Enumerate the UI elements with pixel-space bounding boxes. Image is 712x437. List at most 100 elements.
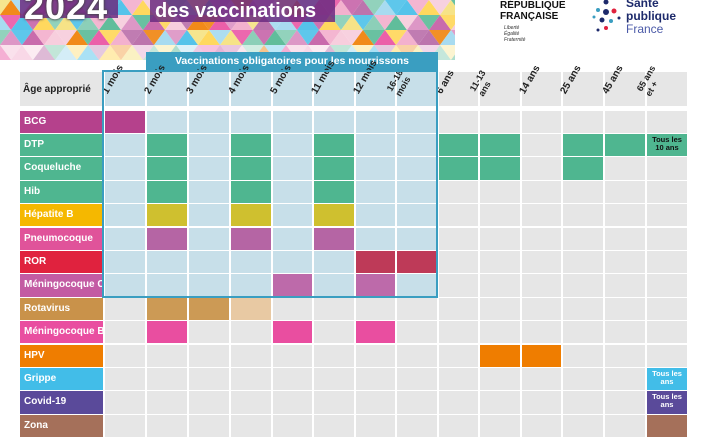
dose-cell: [231, 133, 271, 157]
dose-cell: [356, 250, 395, 274]
empty-cell: [147, 250, 187, 274]
dose-cell: [605, 133, 645, 157]
dose-cell: [563, 133, 603, 157]
empty-cell: [522, 110, 561, 133]
empty-cell: [647, 297, 687, 321]
header-banner: 2024 des vaccinations: [0, 0, 455, 62]
dose-cell: [522, 344, 561, 367]
empty-cell: [647, 180, 687, 204]
empty-cell: [273, 110, 312, 133]
rf-motto-3: Fraternité: [504, 37, 526, 43]
empty-cell: [480, 367, 520, 391]
empty-cell: [105, 297, 145, 321]
empty-cell: [522, 157, 561, 180]
empty-cell: [356, 297, 395, 321]
dose-cell: [147, 157, 187, 180]
empty-cell: [522, 204, 561, 227]
empty-cell: [356, 180, 395, 204]
dose-cell: [105, 110, 145, 133]
column-header-bg: [605, 72, 645, 106]
empty-cell: [147, 344, 187, 367]
empty-cell: [522, 227, 561, 250]
empty-cell: [273, 250, 312, 274]
empty-cell: [480, 391, 520, 414]
column-header-bg: [397, 72, 437, 106]
column-header-bg: [647, 72, 687, 106]
empty-cell: [480, 110, 520, 133]
empty-cell: [439, 250, 478, 274]
row-label-pneumocoque: Pneumocoque: [20, 227, 103, 250]
empty-cell: [522, 274, 561, 297]
empty-cell: [605, 414, 645, 437]
sante-publique-france-logo: Santé publique France: [592, 0, 702, 40]
empty-cell: [189, 274, 229, 297]
row-label-ror: ROR: [20, 250, 103, 274]
empty-cell: [273, 391, 312, 414]
empty-cell: [189, 321, 229, 344]
rf-line-2: FRANÇAISE: [500, 11, 559, 22]
empty-cell: [480, 414, 520, 437]
empty-cell: Tous les ans: [647, 367, 687, 391]
empty-cell: [439, 297, 478, 321]
empty-cell: [397, 227, 437, 250]
dose-cell: [356, 321, 395, 344]
dose-cell: [231, 297, 271, 321]
empty-cell: [647, 414, 687, 437]
empty-cell: [397, 180, 437, 204]
empty-cell: [439, 391, 478, 414]
rf-motto-1: Liberté: [504, 25, 520, 31]
row-label-dtp: DTP: [20, 133, 103, 157]
empty-cell: [189, 414, 229, 437]
empty-cell: [314, 391, 354, 414]
empty-cell: [522, 367, 561, 391]
empty-cell: [563, 297, 603, 321]
column-header-bg: [522, 72, 561, 106]
empty-cell: [647, 344, 687, 367]
empty-cell: [147, 367, 187, 391]
column-header-bg: [314, 72, 354, 106]
spf-line-2: publique: [626, 9, 676, 23]
empty-cell: [605, 157, 645, 180]
empty-cell: [314, 367, 354, 391]
empty-cell: [605, 321, 645, 344]
empty-cell: [439, 321, 478, 344]
empty-cell: [314, 250, 354, 274]
empty-cell: [273, 157, 312, 180]
spf-line-1: Santé: [626, 0, 659, 10]
empty-cell: [563, 367, 603, 391]
empty-cell: [189, 250, 229, 274]
empty-cell: [105, 227, 145, 250]
empty-cell: [522, 180, 561, 204]
column-header-bg: [480, 72, 520, 106]
empty-cell: [563, 110, 603, 133]
empty-cell: [231, 414, 271, 437]
dose-cell: [314, 133, 354, 157]
empty-cell: [647, 250, 687, 274]
empty-cell: [522, 133, 561, 157]
row-label-hib: Hib: [20, 180, 103, 204]
dose-cell: [189, 297, 229, 321]
empty-cell: [105, 367, 145, 391]
empty-cell: [273, 204, 312, 227]
column-header-bg: [189, 72, 229, 106]
row-label-bcg: BCG: [20, 110, 103, 133]
empty-cell: [605, 367, 645, 391]
empty-cell: [189, 204, 229, 227]
empty-cell: [105, 204, 145, 227]
row-label-grippe: Grippe: [20, 367, 103, 391]
empty-cell: [439, 204, 478, 227]
empty-cell: [397, 133, 437, 157]
empty-cell: [356, 133, 395, 157]
empty-cell: [314, 110, 354, 133]
empty-cell: [563, 391, 603, 414]
spf-line-3: France: [626, 22, 664, 36]
empty-cell: [397, 391, 437, 414]
empty-cell: [356, 110, 395, 133]
row-label-m-ningocoque-b: Méningocoque B: [20, 321, 105, 344]
frequency-note: Tous les 10 ans: [652, 134, 682, 152]
year-title: 2024: [24, 0, 109, 27]
empty-cell: [397, 297, 437, 321]
empty-cell: [563, 250, 603, 274]
empty-cell: [397, 157, 437, 180]
empty-cell: [605, 227, 645, 250]
